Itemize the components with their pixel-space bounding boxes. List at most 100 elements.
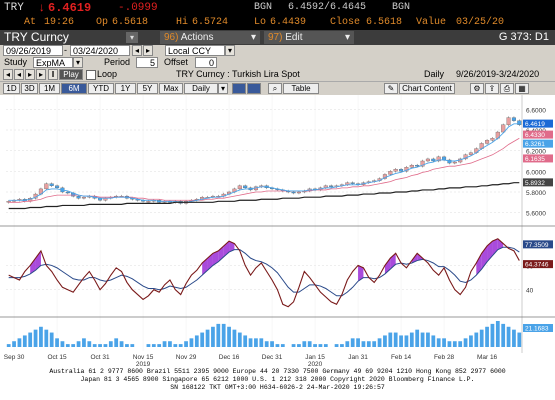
currency-select[interactable]: Local CCY xyxy=(165,45,225,56)
end-date-field[interactable]: 03/24/2020 xyxy=(70,45,130,56)
offset-field[interactable]: 0 xyxy=(195,57,217,68)
hist-bar xyxy=(221,323,226,347)
ema-fast-line xyxy=(8,123,520,203)
range-text: 9/26/2019-3/24/2020 xyxy=(456,69,540,79)
tab-1d[interactable]: 1D xyxy=(3,83,20,94)
hist-bar xyxy=(361,341,366,347)
edit-menu[interactable]: 97) Edit ▾ xyxy=(264,31,354,44)
hist-bar xyxy=(65,344,70,347)
open-label: Op xyxy=(96,17,109,28)
hist-bar xyxy=(151,344,156,347)
candle-body xyxy=(511,117,516,121)
period-label: Period xyxy=(104,57,131,67)
last-price: 6.4619 xyxy=(48,1,92,15)
price-panel xyxy=(6,116,522,210)
hist-bar xyxy=(168,341,172,347)
zoom-icon[interactable]: ⌕ xyxy=(268,83,282,94)
candle-body xyxy=(409,164,414,168)
candle-body xyxy=(55,185,60,189)
frequency-select[interactable]: Daily xyxy=(184,83,218,94)
price-chart[interactable]: 5.60005.80006.00006.20006.40006.60006.46… xyxy=(0,95,555,368)
hist-bar xyxy=(232,329,237,347)
x-tick-label: Dec 16 xyxy=(219,354,240,361)
hist-bar xyxy=(297,344,301,347)
price-flag-label: 5.8932 xyxy=(525,180,545,187)
tab-ytd[interactable]: YTD xyxy=(88,83,114,94)
bgn-label: BGN xyxy=(254,2,273,13)
actions-chevron-icon: ▾ xyxy=(250,32,256,43)
rsi-flag xyxy=(523,260,553,269)
ema-mid-line xyxy=(8,137,520,203)
chart-content-button[interactable]: Chart Content xyxy=(399,83,455,94)
loop-checkbox[interactable] xyxy=(86,70,96,80)
x-tick-label: Jan 15 xyxy=(305,354,325,361)
hist-bar xyxy=(162,341,167,347)
candle-body xyxy=(485,140,490,144)
hist-bar xyxy=(345,341,350,347)
price-flag-label: 6.3261 xyxy=(525,141,545,148)
title-dropdown-chevron-icon[interactable]: ▾ xyxy=(126,32,138,43)
frequency-chevron-icon[interactable]: ▾ xyxy=(218,83,228,94)
x-tick-label: Mar 16 xyxy=(477,354,498,361)
settings-icon[interactable]: ⚙ xyxy=(470,83,484,94)
tab-max[interactable]: Max xyxy=(159,83,183,94)
print-icon[interactable]: ⎙ xyxy=(500,83,514,94)
candle-body xyxy=(243,185,248,189)
hist-bar xyxy=(22,335,27,347)
tab-1m[interactable]: 1M xyxy=(39,83,60,94)
tab-3d[interactable]: 3D xyxy=(21,83,38,94)
candle-body xyxy=(442,156,447,161)
pause-button[interactable]: ‖ xyxy=(48,69,58,80)
step-forward-button[interactable]: ▸ xyxy=(25,69,35,80)
rsi-tick-label: 40 xyxy=(526,288,534,295)
hist-bar xyxy=(334,344,339,347)
at-label: At xyxy=(24,17,37,28)
rsi-fill xyxy=(358,265,364,282)
price-tick-label: 6.0000 xyxy=(526,169,546,176)
tab-1y[interactable]: 1Y xyxy=(115,83,136,94)
hist-bar xyxy=(356,338,360,347)
study-select[interactable]: ExpMA xyxy=(33,57,73,68)
hist-bar xyxy=(307,341,312,347)
rsi-fill xyxy=(212,250,219,266)
hist-bar xyxy=(76,341,81,347)
page-code: G 373: D1 xyxy=(498,31,549,43)
hist-bar xyxy=(318,344,323,347)
candle-body xyxy=(425,158,430,162)
play-button[interactable]: Play xyxy=(59,69,83,80)
hist-bar xyxy=(340,344,344,347)
candle-body xyxy=(49,183,54,186)
hist-bar xyxy=(184,341,188,347)
value-label: Value xyxy=(416,17,447,28)
skip-forward-button[interactable]: ▸ xyxy=(36,69,46,80)
date-prev-button[interactable]: ◂ xyxy=(132,45,142,56)
tab-6m[interactable]: 6M xyxy=(61,83,87,94)
actions-menu[interactable]: 96) Actions ▾ xyxy=(160,31,260,44)
period-field[interactable]: 5 xyxy=(136,57,158,68)
hist-bar xyxy=(12,341,16,347)
year-label: 2020 xyxy=(308,361,323,368)
line-chart-icon[interactable] xyxy=(232,83,246,94)
start-date-field[interactable]: 09/26/2019 xyxy=(3,45,63,56)
candle-body xyxy=(415,164,420,167)
hist-bar xyxy=(474,332,479,347)
table-button[interactable]: Table xyxy=(283,83,319,94)
hist-bar xyxy=(49,332,54,347)
candle-chart-icon[interactable] xyxy=(247,83,261,94)
skip-back-button[interactable]: ◂ xyxy=(3,69,13,80)
footer: Australia 61 2 9777 8600 Brazil 5511 239… xyxy=(0,368,555,400)
step-back-button[interactable]: ◂ xyxy=(14,69,24,80)
hist-bar xyxy=(248,338,253,347)
export-icon[interactable]: ⇪ xyxy=(485,83,499,94)
currency-chevron-icon[interactable]: ▾ xyxy=(225,45,235,56)
study-label: Study xyxy=(4,57,28,67)
tab-5y[interactable]: 5Y xyxy=(137,83,158,94)
layout-icon[interactable]: ▦ xyxy=(515,83,529,94)
date-next-button[interactable]: ▸ xyxy=(143,45,153,56)
hist-bar xyxy=(506,326,511,347)
rsi-fill xyxy=(30,258,36,274)
axes: 5.60005.80006.00006.20006.40006.60006.46… xyxy=(0,95,555,368)
study-chevron-icon[interactable]: ▾ xyxy=(73,57,83,68)
draw-tool-icon[interactable]: ✎ xyxy=(384,83,398,94)
footer-line-3: SN 168122 TKT GMT+3:00 H634-6026-2 24-Ma… xyxy=(170,384,385,391)
